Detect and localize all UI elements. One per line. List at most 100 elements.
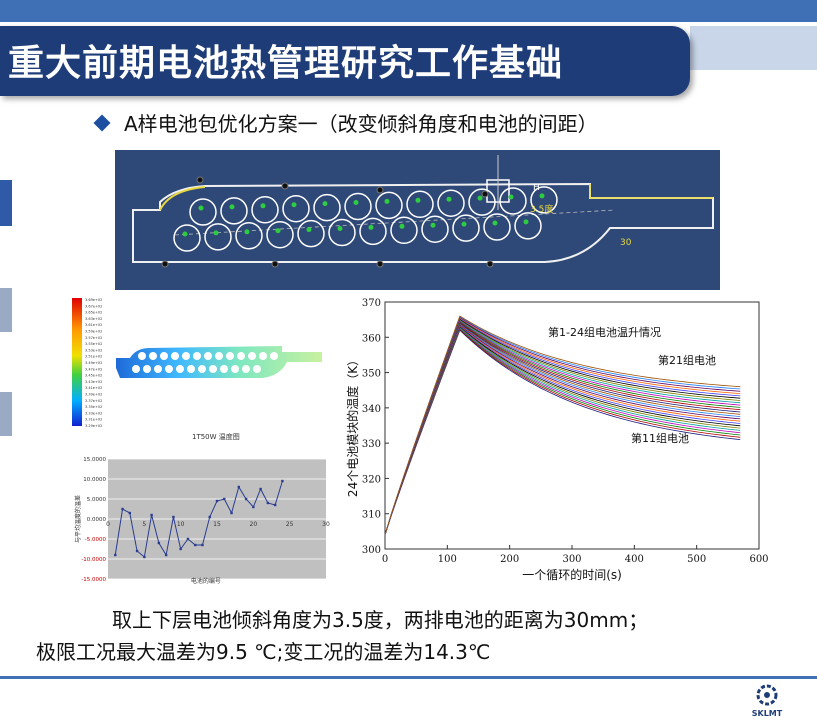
cell-lower [359, 217, 387, 246]
deviation-chart: 15.0000 10.0000 5.0000 0.0000 -5.0000 -10.000… [72, 455, 330, 585]
data-point [266, 501, 270, 505]
title-accent [690, 26, 817, 70]
annotation-cell-21: 第21组电池 [658, 353, 716, 367]
y-tick-label: 0.0000 [87, 517, 107, 523]
y-tick-label: -5.0000 [85, 537, 107, 543]
x-tick-label: 600 [749, 554, 768, 565]
data-point [172, 515, 175, 519]
legend-label: 3.51e+02 [85, 355, 102, 359]
data-point [114, 553, 117, 557]
plot-frame [384, 301, 760, 550]
contour-figure: 3.69e+02 3.67e+02 3.65e+02 3.63e+02 3.61e+02… [72, 296, 336, 446]
contour-cell [237, 352, 245, 360]
cell-group [161, 176, 558, 268]
cell-upper [251, 196, 279, 224]
data-point [215, 499, 219, 503]
cell-upper [530, 186, 558, 214]
title-bar: 重大前期电池热管理研究工作基础 [0, 26, 690, 96]
logo-svg: SKLMT [752, 684, 783, 718]
footer-divider [0, 676, 817, 679]
data-point [186, 537, 190, 541]
contour-cell [154, 365, 162, 373]
x-tick-label: 15 [213, 521, 221, 528]
cell-marker [446, 196, 452, 202]
contour-cell [215, 352, 223, 360]
series-line [114, 480, 283, 558]
legend-label: 3.61e+02 [85, 323, 102, 327]
y-tick-label: 350 [362, 369, 381, 380]
x-tick-label: 25 [286, 521, 294, 528]
legend-labels: 3.69e+02 3.67e+02 3.65e+02 3.63e+02 3.61e+02… [85, 298, 102, 428]
cell-marker [384, 198, 390, 204]
side-tab-3 [0, 392, 12, 436]
contour-cell [248, 352, 256, 360]
cell-marker [430, 222, 436, 228]
cell-lower [421, 215, 449, 243]
bullet-diamond-icon [93, 114, 111, 131]
y-tick-label: 5.0000 [87, 497, 107, 503]
cell-lower [297, 219, 325, 248]
cell-upper [344, 192, 372, 221]
y-axis-label: 与平均温度的温差 [74, 495, 82, 543]
cell-lower [483, 213, 511, 241]
legend-label: 3.41e+02 [85, 386, 102, 390]
data-point [273, 503, 277, 507]
y-tick-label: -15.0000 [81, 577, 106, 583]
cell-marker [353, 200, 359, 205]
cell-marker [492, 220, 498, 226]
contour-cell [193, 352, 201, 360]
data-point [157, 541, 161, 545]
legend-label: 3.59e+02 [85, 330, 102, 334]
contour-cell [132, 365, 140, 373]
cell-marker [523, 219, 529, 225]
x-tick-label: 0 [382, 554, 388, 565]
cell-marker [275, 228, 281, 234]
x-tick-label: 500 [687, 554, 706, 565]
x-tick-label: 10 [177, 521, 185, 528]
x-tick-label: 30 [322, 521, 330, 528]
contour-cell [253, 365, 261, 373]
mount-hole [486, 260, 494, 268]
legend-label: 3.63e+02 [85, 317, 102, 321]
data-point [135, 549, 139, 553]
data-point [281, 479, 284, 483]
mount-hole [281, 182, 289, 190]
data-point [237, 485, 240, 489]
contour-cell [182, 352, 190, 360]
cell-marker [198, 205, 204, 211]
y-tick-label: 340 [362, 404, 381, 415]
contour-cell [149, 352, 157, 360]
bullet-text: A样电池包优化方案一（改变倾斜角度和电池的间距） [124, 112, 598, 136]
cell-upper [499, 187, 527, 215]
cell-lower [235, 222, 263, 250]
cad-svg: 3.5度 30 H [132, 155, 714, 268]
legend-label: 3.39e+02 [85, 393, 102, 397]
temperature-chart: 300 310 320 330 340 350 360 370 0 100 200 300 400 500… [343, 292, 771, 584]
x-tick-label: 400 [625, 554, 644, 565]
mount-hole [376, 260, 384, 268]
data-point [128, 511, 131, 515]
cell-upper [189, 198, 217, 226]
legend-label: 3.33e+02 [85, 411, 102, 415]
cell-upper [406, 190, 434, 219]
cell-marker [322, 201, 328, 207]
y-tick-label: 10.0000 [83, 477, 106, 483]
cell-lower [514, 212, 542, 240]
y-axis-label: 24个电池模块的温度（K） [345, 354, 360, 497]
contour-cell [231, 365, 239, 373]
contour-cell [171, 352, 179, 360]
contour-cell [204, 352, 212, 360]
cell-marker [368, 224, 374, 230]
data-point [194, 543, 197, 547]
cell-lower [328, 218, 356, 247]
data-point [223, 497, 226, 501]
mount-hole [271, 260, 279, 268]
data-point [143, 555, 146, 559]
y-tick-label: 15.0000 [83, 457, 106, 463]
legend-label: 3.65e+02 [85, 311, 102, 315]
cell-upper [220, 197, 248, 225]
x-tick-label: 100 [438, 554, 457, 565]
contour-cell [165, 365, 173, 373]
y-tick-label: -10.0000 [81, 557, 106, 563]
cell-marker [508, 194, 514, 200]
